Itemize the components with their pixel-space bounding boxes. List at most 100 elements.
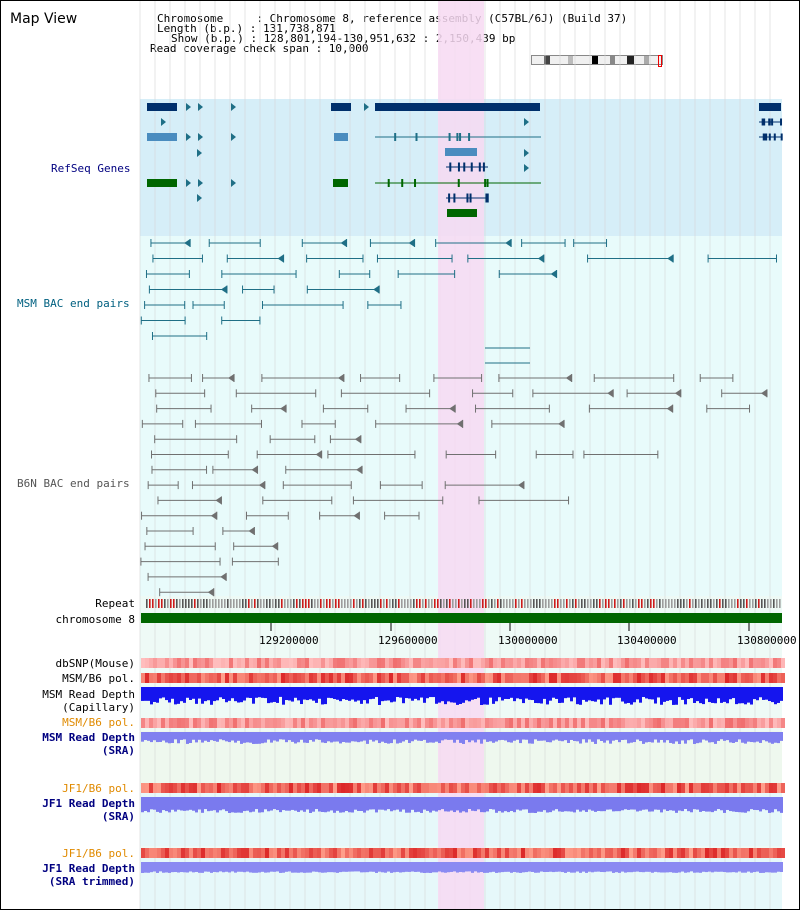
snp-density-cell — [269, 783, 273, 793]
snp-density-cell — [149, 673, 153, 683]
read-depth-bar — [774, 862, 777, 873]
read-depth-bar — [246, 862, 249, 872]
read-depth-bar — [522, 862, 525, 873]
snp-density-cell — [245, 658, 249, 668]
read-depth-bar — [141, 862, 144, 873]
read-depth-bar — [219, 732, 222, 740]
read-depth-bar — [387, 732, 390, 744]
snp-density-cell — [773, 783, 777, 793]
snp-density-cell — [769, 673, 773, 683]
read-depth-bar — [168, 862, 171, 873]
read-depth-bar — [435, 687, 438, 704]
snp-density-cell — [181, 658, 185, 668]
read-depth-bar — [342, 862, 345, 872]
snp-density-cell — [553, 718, 557, 728]
snp-density-cell — [609, 658, 613, 668]
repeat-element — [287, 599, 289, 608]
snp-density-cell — [557, 783, 561, 793]
read-depth-bar — [363, 732, 366, 741]
snp-density-cell — [309, 783, 313, 793]
read-depth-bar — [507, 797, 510, 813]
repeat-element — [359, 599, 361, 608]
read-depth-bar — [279, 732, 282, 740]
read-depth-bar — [405, 732, 408, 740]
read-depth-bar — [741, 687, 744, 704]
label-dbsnp: dbSNP(Mouse) — [55, 657, 135, 670]
snp-density-cell — [493, 673, 497, 683]
snp-density-cell — [721, 783, 725, 793]
strand-arrow — [197, 149, 202, 157]
read-depth-bar — [210, 862, 213, 873]
read-depth-bar — [600, 732, 603, 742]
snp-density-cell — [545, 673, 549, 683]
snp-density-cell — [417, 718, 421, 728]
snp-density-cell — [329, 848, 333, 858]
read-depth-bar — [759, 732, 762, 743]
snp-density-cell — [757, 658, 761, 668]
read-depth-bar — [423, 732, 426, 740]
read-depth-bar — [162, 687, 165, 698]
read-depth-bar — [777, 732, 780, 744]
label-msm-read-depth-capillary: MSM Read Depth (Capillary) — [42, 688, 135, 714]
snp-density-cell — [497, 673, 501, 683]
snp-density-cell — [565, 673, 569, 683]
snp-density-cell — [709, 718, 713, 728]
label-refseq-genes: RefSeq Genes — [51, 162, 131, 175]
snp-density-cell — [649, 848, 653, 858]
repeat-element — [299, 599, 301, 608]
read-depth-bar — [420, 797, 423, 813]
snp-density-cell — [465, 718, 469, 728]
snp-density-cell — [481, 848, 485, 858]
read-depth-bar — [456, 797, 459, 811]
read-depth-bar — [531, 797, 534, 813]
read-depth-bar — [735, 732, 738, 742]
read-depth-bar — [699, 687, 702, 704]
snp-density-cell — [377, 783, 381, 793]
snp-density-cell — [677, 658, 681, 668]
snp-density-cell — [545, 783, 549, 793]
read-depth-bar — [474, 687, 477, 700]
read-depth-bar — [768, 732, 771, 743]
read-depth-bar — [339, 862, 342, 873]
snp-density-cell — [633, 848, 637, 858]
read-depth-bar — [774, 732, 777, 743]
snp-density-cell — [669, 783, 673, 793]
snp-density-cell — [613, 718, 617, 728]
read-depth-bar — [540, 862, 543, 872]
snp-density-cell — [433, 848, 437, 858]
read-depth-bar — [285, 732, 288, 743]
read-depth-bar — [192, 862, 195, 873]
read-depth-bar — [513, 797, 516, 813]
snp-density-cell — [513, 718, 517, 728]
snp-density-cell — [701, 658, 705, 668]
snp-density-cell — [501, 718, 505, 728]
snp-density-cell — [657, 848, 661, 858]
read-depth-bar — [381, 732, 384, 742]
read-depth-bar — [453, 797, 456, 813]
snp-density-cell — [709, 673, 713, 683]
read-depth-bar — [234, 797, 237, 813]
read-depth-bar — [336, 732, 339, 742]
snp-density-cell — [209, 658, 213, 668]
read-depth-bar — [336, 797, 339, 811]
read-depth-bar — [402, 687, 405, 704]
read-depth-bar — [198, 732, 201, 740]
snp-density-cell — [229, 673, 233, 683]
read-depth-bar — [204, 687, 207, 702]
snp-density-cell — [273, 673, 277, 683]
read-depth-bar — [390, 797, 393, 812]
read-depth-bar — [480, 797, 483, 813]
snp-density-cell — [469, 658, 473, 668]
read-depth-bar — [513, 732, 516, 741]
read-depth-bar — [624, 797, 627, 810]
read-depth-bar — [765, 797, 768, 811]
snp-density-cell — [465, 848, 469, 858]
snp-density-cell — [745, 718, 749, 728]
snp-density-cell — [377, 848, 381, 858]
read-depth-bar — [414, 732, 417, 740]
chromosome-ideogram[interactable] — [531, 55, 663, 67]
snp-density-cell — [389, 848, 393, 858]
read-depth-bar — [243, 732, 246, 743]
label-jf1-read-depth-sra: JF1 Read Depth (SRA) — [42, 797, 135, 823]
